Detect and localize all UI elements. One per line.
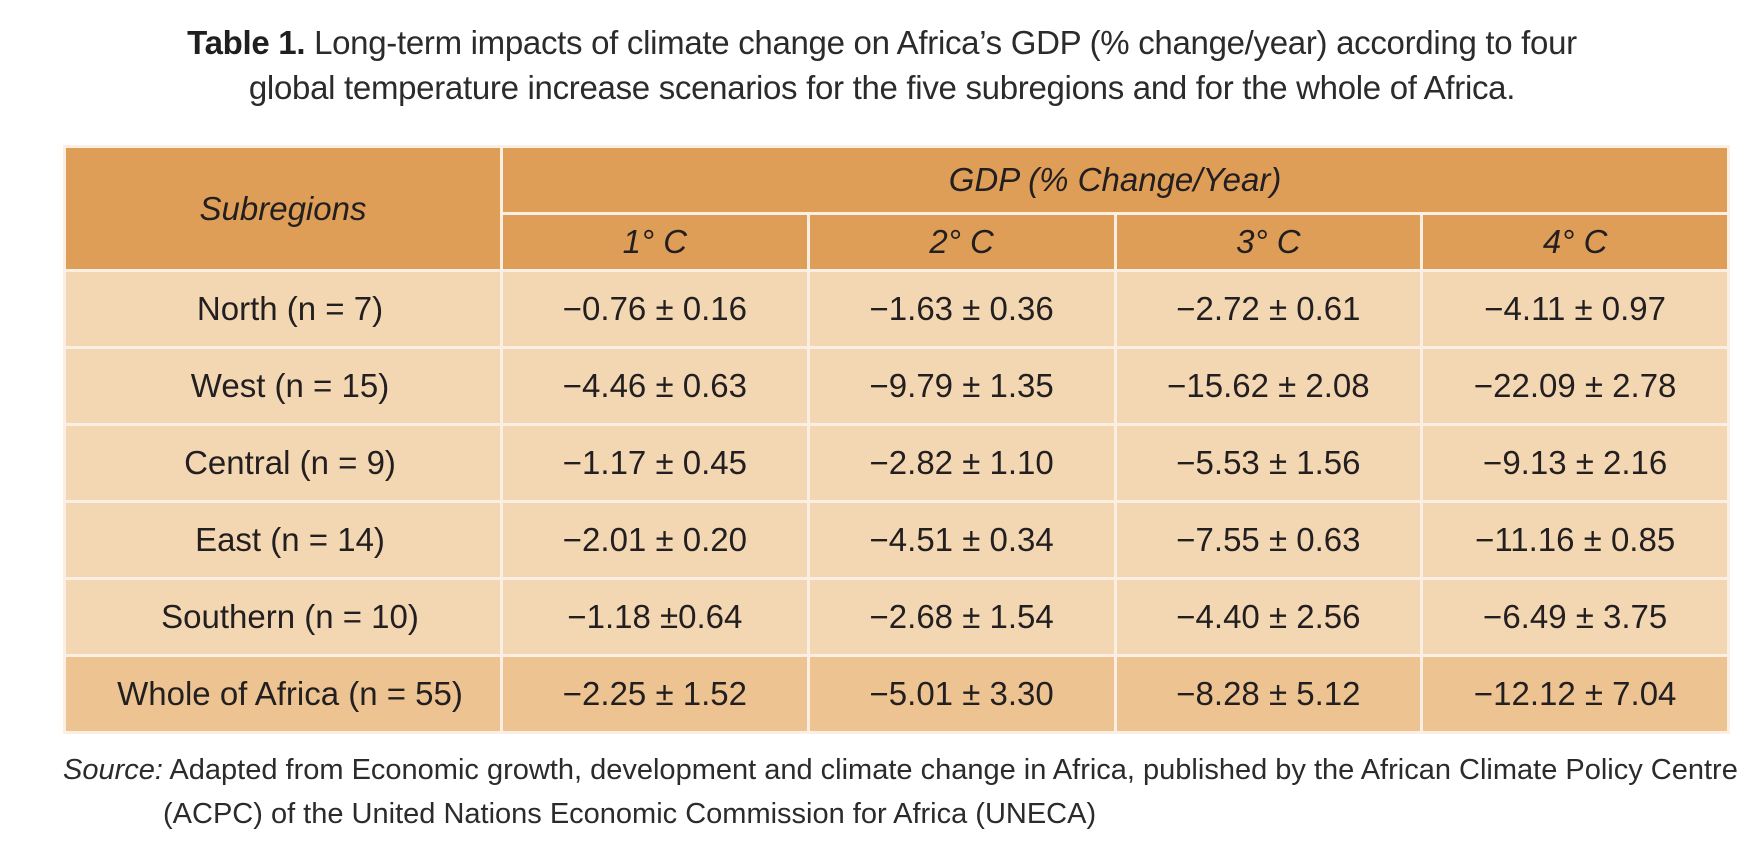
value-cell: −4.46 ± 0.63 xyxy=(500,346,810,426)
gdp-impact-table: Subregions GDP (% Change/Year) 1° C 2° C… xyxy=(63,145,1731,734)
header-subregions: Subregions xyxy=(63,145,503,272)
value-cell: −11.16 ± 0.85 xyxy=(1420,500,1731,580)
header-3c: 3° C xyxy=(1113,212,1424,272)
value-cell: −2.72 ± 0.61 xyxy=(1113,269,1424,349)
header-4c: 4° C xyxy=(1420,212,1731,272)
caption-line-2: global temperature increase scenarios fo… xyxy=(248,69,1516,106)
value-cell: −5.53 ± 1.56 xyxy=(1113,423,1424,503)
value-cell: −0.76 ± 0.16 xyxy=(500,269,810,349)
value-cell: −2.01 ± 0.20 xyxy=(500,500,810,580)
caption-label: Table 1. xyxy=(187,24,306,61)
value-cell: −1.17 ± 0.45 xyxy=(500,423,810,503)
value-cell: −9.13 ± 2.16 xyxy=(1420,423,1731,503)
source-label: Source: xyxy=(63,754,163,786)
region-cell: Central (n = 9) xyxy=(63,423,503,503)
value-cell: −2.25 ± 1.52 xyxy=(500,654,810,734)
value-cell: −2.68 ± 1.54 xyxy=(806,577,1117,657)
table-caption: Table 1. Long-term impacts of climate ch… xyxy=(0,20,1764,110)
value-cell: −15.62 ± 2.08 xyxy=(1113,346,1424,426)
region-cell: West (n = 15) xyxy=(63,346,503,426)
source-line-1: Adapted from Economic growth, developmen… xyxy=(162,754,1738,786)
table-row-central: Central (n = 9) −1.17 ± 0.45 −2.82 ± 1.1… xyxy=(63,423,1731,503)
source-note: Source: Adapted from Economic growth, de… xyxy=(63,748,1743,836)
region-cell: Whole of Africa (n = 55) xyxy=(63,654,503,734)
value-cell: −7.55 ± 0.63 xyxy=(1113,500,1424,580)
header-row-group: Subregions GDP (% Change/Year) xyxy=(63,145,1731,272)
table-row-north: North (n = 7) −0.76 ± 0.16 −1.63 ± 0.36 … xyxy=(63,269,1731,349)
value-cell: −6.49 ± 3.75 xyxy=(1420,577,1731,657)
value-cell: −2.82 ± 1.10 xyxy=(806,423,1117,503)
value-cell: −4.11 ± 0.97 xyxy=(1420,269,1731,349)
region-cell: East (n = 14) xyxy=(63,500,503,580)
value-cell: −5.01 ± 3.30 xyxy=(806,654,1117,734)
header-gdp-group: GDP (% Change/Year) xyxy=(499,145,1731,215)
source-line-2: (ACPC) of the United Nations Economic Co… xyxy=(163,798,1097,830)
header-2c: 2° C xyxy=(806,212,1117,272)
value-cell: −9.79 ± 1.35 xyxy=(806,346,1117,426)
value-cell: −8.28 ± 5.12 xyxy=(1113,654,1424,734)
value-cell: −4.51 ± 0.34 xyxy=(806,500,1117,580)
value-cell: −4.40 ± 2.56 xyxy=(1113,577,1424,657)
region-cell: North (n = 7) xyxy=(63,269,503,349)
value-cell: −22.09 ± 2.78 xyxy=(1420,346,1731,426)
header-row-scenarios: 1° C 2° C 3° C 4° C xyxy=(65,212,1731,272)
value-cell: −12.12 ± 7.04 xyxy=(1420,654,1731,734)
value-cell: −1.18 ±0.64 xyxy=(500,577,810,657)
table-row-southern: Southern (n = 10) −1.18 ±0.64 −2.68 ± 1.… xyxy=(63,577,1731,657)
caption-line-1: Long-term impacts of climate change on A… xyxy=(305,24,1577,61)
table-row-east: East (n = 14) −2.01 ± 0.20 −4.51 ± 0.34 … xyxy=(63,500,1731,580)
value-cell: −1.63 ± 0.36 xyxy=(806,269,1117,349)
table-row-whole-of-africa: Whole of Africa (n = 55) −2.25 ± 1.52 −5… xyxy=(63,654,1731,734)
header-1c: 1° C xyxy=(500,212,810,272)
table-row-west: West (n = 15) −4.46 ± 0.63 −9.79 ± 1.35 … xyxy=(63,346,1731,426)
region-cell: Southern (n = 10) xyxy=(63,577,503,657)
